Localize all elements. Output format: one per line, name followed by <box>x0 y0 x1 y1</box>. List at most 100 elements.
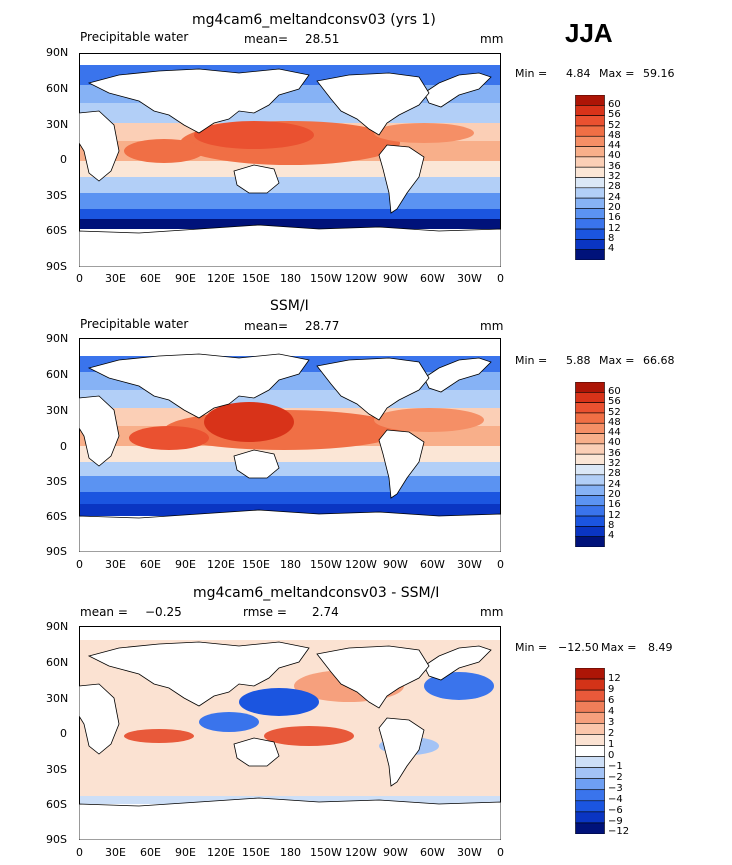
panel-2-colorbar-label: 60 <box>608 386 621 397</box>
panel-3-lon-120w: 120W <box>345 846 377 859</box>
panel-2-lat-60n: 60N <box>46 368 69 381</box>
panel-3-colorbar-label: 6 <box>608 695 615 706</box>
panel-2-lon-120e: 120E <box>207 558 235 571</box>
panel-2-colorbar-label: 12 <box>608 510 621 521</box>
colorbar-box <box>575 422 605 434</box>
colorbar-box <box>575 778 605 791</box>
panel-3-lon-0-end: 0 <box>497 846 504 859</box>
colorbar-box <box>575 464 605 476</box>
panel-1-colorbar <box>575 95 605 260</box>
panel-2-colorbar-label: 56 <box>608 396 621 407</box>
panel-2-lon-0: 0 <box>76 558 83 571</box>
panel-3-lon-60e: 60E <box>140 846 161 859</box>
panel-3-lon-150w: 150W <box>310 846 342 859</box>
panel-3-colorbar-label: 2 <box>608 728 615 739</box>
panel-3-title: mg4cam6_meltandconsv03 - SSM/I <box>193 585 440 601</box>
panel-2-south-america-shape <box>378 429 425 499</box>
panel-3-greenland-shape <box>423 645 492 681</box>
panel-1-greenland-shape <box>423 72 492 108</box>
panel-2-max-value: 66.68 <box>643 354 675 367</box>
colorbar-box <box>575 526 605 537</box>
panel-1-lat-90s: 90S <box>46 260 67 273</box>
panel-3-lat-60s: 60S <box>46 798 67 811</box>
panel-1-colorbar-label: 24 <box>608 192 621 203</box>
colorbar-box <box>575 800 605 813</box>
panel-2-greenland-shape <box>423 357 492 393</box>
panel-1-colorbar-label: 56 <box>608 109 621 120</box>
panel-1-colorbar-label: 4 <box>608 243 615 254</box>
panel-2-colorbar-label: 28 <box>608 468 621 479</box>
panel-1-min-value: 4.84 <box>566 67 591 80</box>
colorbar-box <box>575 700 605 713</box>
panel-2-lon-90e: 90E <box>175 558 196 571</box>
panel-3-north-america-shape <box>316 645 430 709</box>
panel-1-lon-60e: 60E <box>140 272 161 285</box>
colorbar-box <box>575 249 605 260</box>
panel-1-colorbar-label: 60 <box>608 99 621 110</box>
panel-1-colorbar-label: 36 <box>608 161 621 172</box>
panel-3-colorbar-label: −2 <box>608 772 623 783</box>
panel-1-colorbar-label: 20 <box>608 202 621 213</box>
panel-2-colorbar-label: 52 <box>608 407 621 418</box>
panel-3-colorbar-label: −12 <box>608 826 630 837</box>
panel-2-lon-30e: 30E <box>105 558 126 571</box>
panel-1-lon-90e: 90E <box>175 272 196 285</box>
panel-3-max-label: Max = <box>601 641 637 654</box>
colorbar-box <box>575 197 605 209</box>
panel-1-north-america-shape <box>316 72 430 136</box>
panel-3-colorbar-label: −9 <box>608 816 623 827</box>
colorbar-box <box>575 668 605 680</box>
panel-1-lat-60s: 60S <box>46 224 67 237</box>
panel-1-colorbar-label: 48 <box>608 130 621 141</box>
panel-2-lon-60w: 60W <box>420 558 445 571</box>
panel-1-lat-60n: 60N <box>46 82 69 95</box>
panel-2-colorbar-label: 48 <box>608 417 621 428</box>
colorbar-box <box>575 443 605 455</box>
panel-3-min-value: −12.50 <box>558 641 599 654</box>
colorbar-box <box>575 412 605 424</box>
panel-1-lat-30s: 30S <box>46 189 67 202</box>
panel-2-lon-150e: 150E <box>242 558 270 571</box>
colorbar-box <box>575 734 605 746</box>
colorbar-box <box>575 811 605 824</box>
panel-2-lat-60s: 60S <box>46 510 67 523</box>
panel-2-map <box>79 338 501 552</box>
panel-1-lat-0: 0 <box>60 153 67 166</box>
panel-2-title: SSM/I <box>270 298 309 314</box>
panel-1-lon-30w: 30W <box>457 272 482 285</box>
panel-2-min-label: Min = <box>515 354 548 367</box>
colorbar-box <box>575 95 605 106</box>
colorbar-box <box>575 484 605 496</box>
panel-3-lon-60w: 60W <box>420 846 445 859</box>
colorbar-box <box>575 105 605 116</box>
colorbar-box <box>575 135 605 147</box>
panel-2-colorbar-label: 44 <box>608 427 621 438</box>
panel-2-colorbar-label: 40 <box>608 437 621 448</box>
panel-3-lat-0: 0 <box>60 727 67 740</box>
panel-1-lon-0: 0 <box>76 272 83 285</box>
colorbar-box <box>575 756 605 768</box>
panel-3-colorbar-label: −6 <box>608 805 623 816</box>
panel-1-lon-180: 180 <box>280 272 301 285</box>
panel-1-min-label: Min = <box>515 67 548 80</box>
panel-3-map <box>79 626 501 840</box>
panel-2-colorbar-label: 20 <box>608 489 621 500</box>
panel-2-australia-shape <box>233 449 280 479</box>
colorbar-box <box>575 536 605 547</box>
panel-1-max-label: Max = <box>599 67 635 80</box>
panel-2-colorbar-label: 24 <box>608 479 621 490</box>
panel-1-lon-150e: 150E <box>242 272 270 285</box>
panel-1-colorbar-label: 40 <box>608 150 621 161</box>
panel-3-colorbar-label: 0 <box>608 750 615 761</box>
colorbar-box <box>575 402 605 414</box>
panel-3-max-value: 8.49 <box>648 641 673 654</box>
colorbar-box <box>575 515 605 527</box>
panel-3-rmse-label: rmse = <box>243 605 287 619</box>
panel-1-eurasia-shape <box>87 68 310 134</box>
panel-2-lon-120w: 120W <box>345 558 377 571</box>
panel-2-colorbar-label: 36 <box>608 448 621 459</box>
panel-2-eurasia-shape <box>87 353 310 419</box>
panel-3-lat-30s: 30S <box>46 763 67 776</box>
panel-3-lon-150e: 150E <box>242 846 270 859</box>
panel-1-lon-120w: 120W <box>345 272 377 285</box>
